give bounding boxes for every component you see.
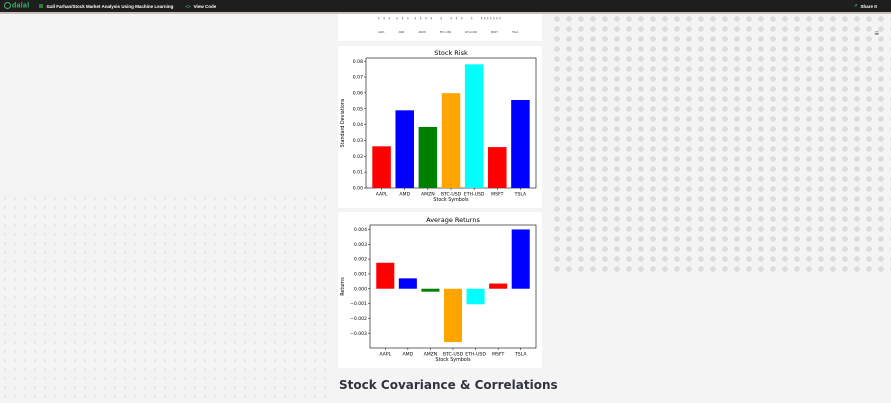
bar-eth-usd	[466, 288, 485, 305]
y-tick-label: −0.002	[350, 316, 367, 322]
x-tick-label: ETH-USD	[465, 352, 486, 358]
x-tick-label: AMZN	[421, 192, 435, 198]
bar-amd	[398, 278, 417, 289]
stub-label: AAPL	[378, 31, 385, 34]
y-tick-label: 0.001	[354, 272, 367, 278]
logo-text: dalal	[12, 2, 30, 10]
bar-msft	[488, 147, 507, 188]
section-heading: Stock Covariance & Correlations	[339, 378, 558, 392]
bar-amzn	[421, 288, 440, 292]
bar-tsla	[511, 229, 530, 289]
y-tick-label: 0.004	[354, 227, 367, 233]
x-tick-label: MSFT	[491, 192, 503, 198]
y-tick-label: −0.001	[350, 301, 367, 307]
background-pattern-left	[0, 194, 330, 403]
logo[interactable]: dalal	[4, 2, 30, 10]
y-tick-label: 0.04	[353, 122, 363, 128]
x-tick-label: BTC-USD	[443, 352, 464, 358]
x-tick-label: ETH-USD	[464, 192, 485, 198]
y-tick-label: 0.02	[353, 154, 363, 160]
average-returns-chart: Average Returns −0.003 −0.002 −0.001 0.000 0.…	[338, 212, 542, 368]
stock-risk-chart: Stock Risk 0.00 0.01 0.02 0.03 0.04 0.05 0.06 0.…	[338, 46, 542, 208]
x-tick-label: AAPL	[379, 352, 391, 358]
stub-label: MSFT	[490, 31, 498, 34]
x-tick-label: TSLA	[514, 192, 527, 198]
bar-btc-usd	[443, 288, 463, 343]
bar-msft	[489, 283, 508, 289]
code-icon: <>	[185, 3, 191, 9]
bar-btc-usd	[441, 93, 461, 188]
bar-tsla	[511, 100, 530, 188]
y-tick-label: 0.06	[353, 90, 363, 96]
stub-ticks: § § § § § § § § § § § § § § § §§§§§§§	[378, 16, 503, 20]
top-bar: dalal Gall Farhan/Stock Market Analysis …	[0, 0, 891, 12]
x-axis-label: Stock Symbols	[435, 357, 471, 363]
stub-label: AMD	[398, 31, 405, 34]
bar-aapl	[376, 262, 395, 289]
y-tick-label: −0.003	[350, 331, 367, 337]
bar-amd	[395, 110, 414, 188]
x-tick-label: AAPL	[376, 192, 388, 198]
main-content: ≡ § § § § § § § § § § § § § § § §§§§§§§ …	[0, 14, 891, 403]
bar-eth-usd	[464, 64, 484, 188]
breadcrumb[interactable]: Gall Farhan/Stock Market Analysis Using …	[46, 3, 174, 9]
share-button[interactable]: ↗ Share It	[854, 3, 877, 9]
y-tick-label: 0.07	[353, 75, 363, 81]
previous-chart-stub: § § § § § § § § § § § § § § § §§§§§§§ AA…	[338, 14, 542, 41]
y-tick-label: 0.03	[353, 138, 363, 144]
share-icon: ↗	[853, 3, 858, 8]
share-label: Share It	[860, 3, 877, 9]
background-pattern	[551, 14, 891, 274]
y-tick-label: 0.003	[354, 242, 367, 248]
x-tick-label: BTC-USD	[441, 192, 462, 198]
stub-axis-labels: AAPL AMD AMZN BTC-USD ETH-USD MSFT TSLA	[378, 31, 518, 34]
y-axis-label: Returns	[340, 277, 346, 296]
chart-title: Stock Risk	[434, 49, 468, 57]
menu-icon[interactable]: ≡	[874, 29, 879, 38]
x-tick-label: TSLA	[514, 352, 527, 358]
logo-icon	[4, 2, 11, 10]
view-code-link[interactable]: View Code	[193, 3, 217, 9]
y-tick-label: 0.01	[353, 170, 363, 176]
y-tick-label: 0.08	[353, 59, 363, 65]
bar-amzn	[418, 126, 438, 188]
stub-label: AMZN	[418, 31, 426, 34]
x-tick-label: AMZN	[424, 352, 438, 358]
y-tick-label: 0.05	[353, 106, 363, 112]
app-icon	[39, 4, 44, 8]
y-axis-label: Standard Deviations	[340, 98, 346, 147]
stub-label: ETH-USD	[465, 31, 477, 34]
chart-title: Average Returns	[426, 216, 480, 224]
x-tick-label: AMD	[399, 192, 410, 198]
stub-label: TSLA	[511, 31, 519, 34]
y-tick-label: 0.00	[353, 186, 363, 192]
y-tick-label: 0.002	[354, 257, 367, 263]
stub-label: BTC-USD	[439, 31, 452, 34]
x-tick-label: AMD	[403, 352, 414, 358]
y-tick-label: 0.000	[354, 286, 367, 292]
divider	[0, 12, 891, 14]
x-tick-label: MSFT	[492, 352, 504, 358]
x-axis-label: Stock Symbols	[433, 197, 469, 203]
bar-aapl	[372, 146, 391, 188]
